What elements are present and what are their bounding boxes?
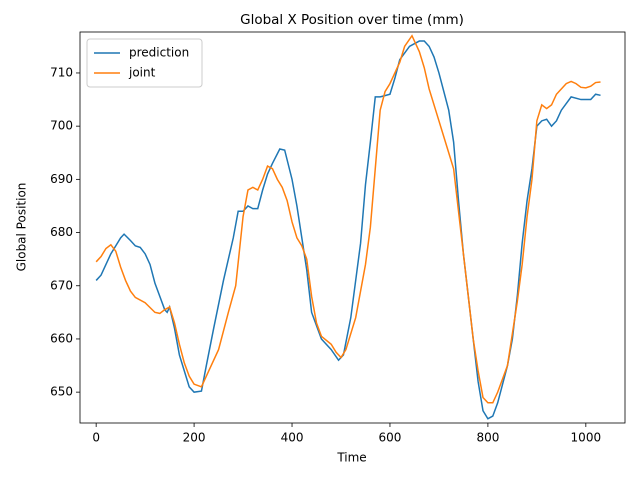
y-axis-label: Global Position xyxy=(15,183,29,272)
legend-label: prediction xyxy=(129,46,189,60)
plot-frame xyxy=(79,31,626,424)
y-tick-label: 680 xyxy=(50,225,73,239)
series-line xyxy=(95,40,601,420)
x-tick-label: 600 xyxy=(379,431,402,445)
x-tick-label: 400 xyxy=(281,431,304,445)
x-tick-label: 800 xyxy=(476,431,499,445)
x-axis-label: Time xyxy=(336,451,366,465)
series-line xyxy=(95,34,601,404)
y-tick-label: 650 xyxy=(50,385,73,399)
x-tick-label: 0 xyxy=(92,431,100,445)
x-tick-label: 200 xyxy=(183,431,206,445)
legend-label: joint xyxy=(128,66,156,80)
y-tick-label: 700 xyxy=(50,119,73,133)
x-tick-label: 1000 xyxy=(571,431,602,445)
y-tick-label: 670 xyxy=(50,278,73,292)
y-tick-label: 710 xyxy=(50,65,73,79)
legend-box xyxy=(86,38,203,88)
y-tick-label: 690 xyxy=(50,172,73,186)
y-tick-label: 660 xyxy=(50,331,73,345)
chart-title: Global X Position over time (mm) xyxy=(240,12,464,28)
